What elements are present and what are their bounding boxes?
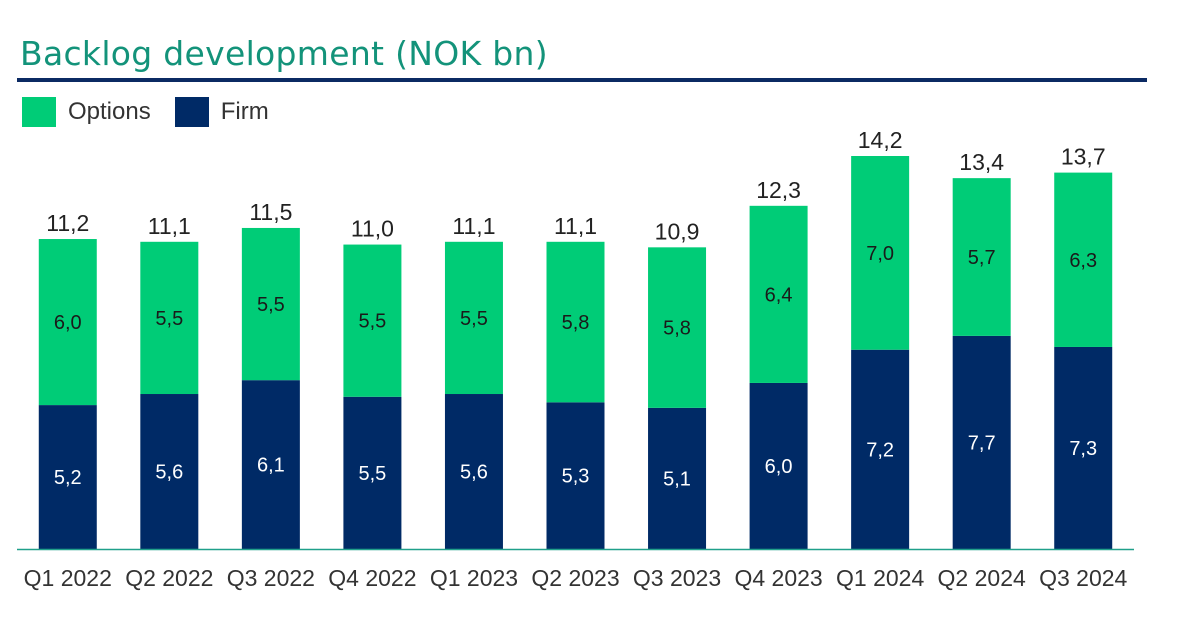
label-options-11: 6,3: [1069, 250, 1097, 272]
label-options-1: 6,0: [54, 312, 82, 334]
x-tick-label-8: Q4 2023: [734, 565, 822, 591]
legend-label-options: Options: [68, 98, 151, 125]
bar-options-2: [140, 241, 199, 395]
x-tick-label-1: Q1 2022: [24, 565, 112, 591]
bar-options-5: [444, 241, 503, 395]
bar-firm-2: [140, 394, 199, 549]
bar-options-1: [38, 239, 97, 406]
bar-options-7: [648, 247, 707, 408]
bar-firm-6: [546, 402, 605, 549]
bar-firm-7: [648, 407, 707, 549]
bar-firm-1: [38, 405, 97, 549]
label-firm-11: 7,3: [1069, 438, 1097, 460]
legend-label-firm: Firm: [220, 98, 269, 125]
total-label-2: 11,1: [148, 213, 191, 239]
x-tick-label-9: Q1 2024: [836, 565, 924, 591]
label-options-5: 5,5: [460, 308, 488, 330]
label-firm-4: 5,5: [359, 463, 387, 485]
label-firm-2: 5,6: [155, 462, 183, 484]
bar-options-8: [749, 205, 808, 383]
bar-firm-11: [1054, 346, 1113, 549]
x-tick-label-4: Q4 2022: [328, 565, 416, 591]
bar-firm-3: [241, 380, 300, 549]
label-options-8: 6,4: [765, 284, 793, 306]
label-firm-10: 7,7: [968, 432, 996, 454]
total-label-11: 13,7: [1061, 144, 1106, 170]
legend-swatch-firm: [174, 97, 209, 127]
label-firm-7: 5,1: [663, 468, 691, 490]
total-label-10: 13,4: [959, 149, 1004, 175]
label-firm-1: 5,2: [54, 467, 82, 489]
bar-options-3: [241, 227, 300, 381]
label-options-10: 5,7: [968, 247, 996, 269]
total-label-1: 11,2: [46, 210, 89, 236]
bar-options-11: [1054, 172, 1113, 347]
label-firm-5: 5,6: [460, 462, 488, 484]
bar-options-4: [343, 244, 402, 397]
bar-options-9: [851, 156, 910, 350]
label-firm-6: 5,3: [562, 466, 590, 488]
x-tick-label-11: Q3 2024: [1039, 565, 1127, 591]
total-label-8: 12,3: [756, 177, 801, 203]
x-tick-label-5: Q1 2023: [430, 565, 518, 591]
bar-firm-9: [851, 349, 910, 549]
label-options-4: 5,5: [359, 311, 387, 333]
label-firm-3: 6,1: [257, 455, 285, 477]
label-options-6: 5,8: [562, 312, 590, 334]
x-tick-label-2: Q2 2022: [125, 565, 213, 591]
x-tick-label-7: Q3 2023: [633, 565, 721, 591]
legend-item-firm: Firm: [174, 97, 269, 127]
x-tick-label-6: Q2 2023: [531, 565, 619, 591]
total-label-9: 14,2: [858, 127, 903, 153]
label-options-9: 7,0: [866, 243, 894, 265]
label-firm-8: 6,0: [765, 456, 793, 478]
legend-item-options: Options: [22, 97, 151, 127]
label-options-2: 5,5: [155, 308, 183, 330]
bar-firm-4: [343, 396, 402, 549]
legend: Options Firm: [22, 97, 293, 127]
legend-swatch-options: [22, 97, 56, 127]
x-tick-label-3: Q3 2022: [227, 565, 315, 591]
total-label-3: 11,5: [249, 199, 292, 225]
total-label-5: 11,1: [452, 213, 495, 239]
bar-firm-5: [444, 394, 503, 549]
x-tick-label-10: Q2 2024: [938, 565, 1026, 591]
bar-firm-10: [952, 335, 1011, 549]
bar-firm-8: [749, 382, 808, 549]
total-label-6: 11,1: [554, 213, 597, 239]
chart-title: Backlog development (NOK bn): [20, 34, 548, 73]
title-divider: [17, 78, 1147, 82]
label-options-3: 5,5: [257, 294, 285, 316]
total-label-7: 10,9: [655, 218, 700, 244]
bar-options-10: [952, 178, 1011, 336]
label-options-7: 5,8: [663, 318, 691, 340]
total-label-4: 11,0: [351, 216, 394, 242]
label-firm-9: 7,2: [866, 439, 894, 461]
bar-options-6: [546, 241, 605, 403]
